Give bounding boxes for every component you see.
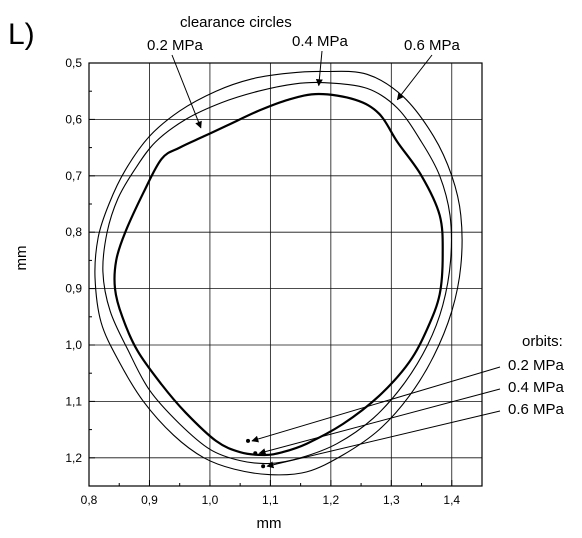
y-tick-label: 0,9 — [65, 282, 82, 296]
plot-border — [88, 62, 483, 487]
arrow-orbit-04 — [258, 388, 501, 456]
orbit-label-0-4: 0.4 MPa — [508, 379, 565, 396]
x-tick-label: 1,2 — [323, 493, 340, 507]
x-tick-label: 1,3 — [383, 493, 400, 507]
x-tick-label: 1,0 — [202, 493, 219, 507]
arrow-clearance-0-6 — [396, 54, 433, 101]
clearance-label-0-6: 0.6 MPa — [404, 37, 461, 54]
grid — [88, 62, 482, 486]
panel-label: L) — [8, 18, 35, 51]
plot-frame — [88, 62, 483, 487]
arrow-clearance-0-2 — [171, 54, 202, 129]
clearance-curve-02 — [113, 92, 444, 457]
y-tick-label: 0,5 — [65, 56, 82, 70]
x-tick-label: 1,4 — [443, 493, 460, 507]
clearance-curve-04 — [102, 81, 452, 465]
x-tick-label: 0,8 — [81, 493, 98, 507]
orbit-point-06 — [261, 464, 266, 469]
arrow-clearance-0-4 — [315, 50, 323, 87]
y-tick-label: 1,1 — [65, 394, 82, 408]
x-axis-label: mm — [257, 515, 282, 532]
arrow-orbit-02 — [251, 366, 501, 443]
series-group — [94, 70, 463, 476]
y-tick-label: 0,8 — [65, 225, 82, 239]
clearance-curve-06 — [94, 70, 463, 476]
orbit-point-02 — [246, 438, 251, 443]
y-tick-label: 0,7 — [65, 169, 82, 183]
y-tick-label: 0,6 — [65, 112, 82, 126]
x-tick-label: 1,1 — [262, 493, 279, 507]
clearance-title: clearance circles — [180, 14, 292, 31]
x-tick-labels: 0,8 0,9 1,0 1,1 1,2 1,3 1,4 — [81, 493, 461, 507]
y-tick-labels: 0,5 0,6 0,7 0,8 0,9 1,0 1,1 1,2 — [65, 56, 82, 465]
y-axis-label: mm — [13, 246, 30, 271]
orbit-point-04 — [253, 451, 258, 456]
orbit-points — [246, 438, 266, 469]
y-tick-label: 1,2 — [65, 451, 82, 465]
arrow-orbit-06 — [266, 410, 501, 469]
clearance-label-0-4: 0.4 MPa — [292, 33, 349, 50]
y-tick-label: 1,0 — [65, 338, 82, 352]
x-tick-label: 0,9 — [141, 493, 158, 507]
orbit-label-0-6: 0.6 MPa — [508, 401, 565, 418]
orbits-title: orbits: — [522, 333, 563, 350]
annotation-arrows — [171, 50, 501, 469]
clearance-label-0-2: 0.2 MPa — [147, 37, 204, 54]
orbit-label-0-2: 0.2 MPa — [508, 357, 565, 374]
